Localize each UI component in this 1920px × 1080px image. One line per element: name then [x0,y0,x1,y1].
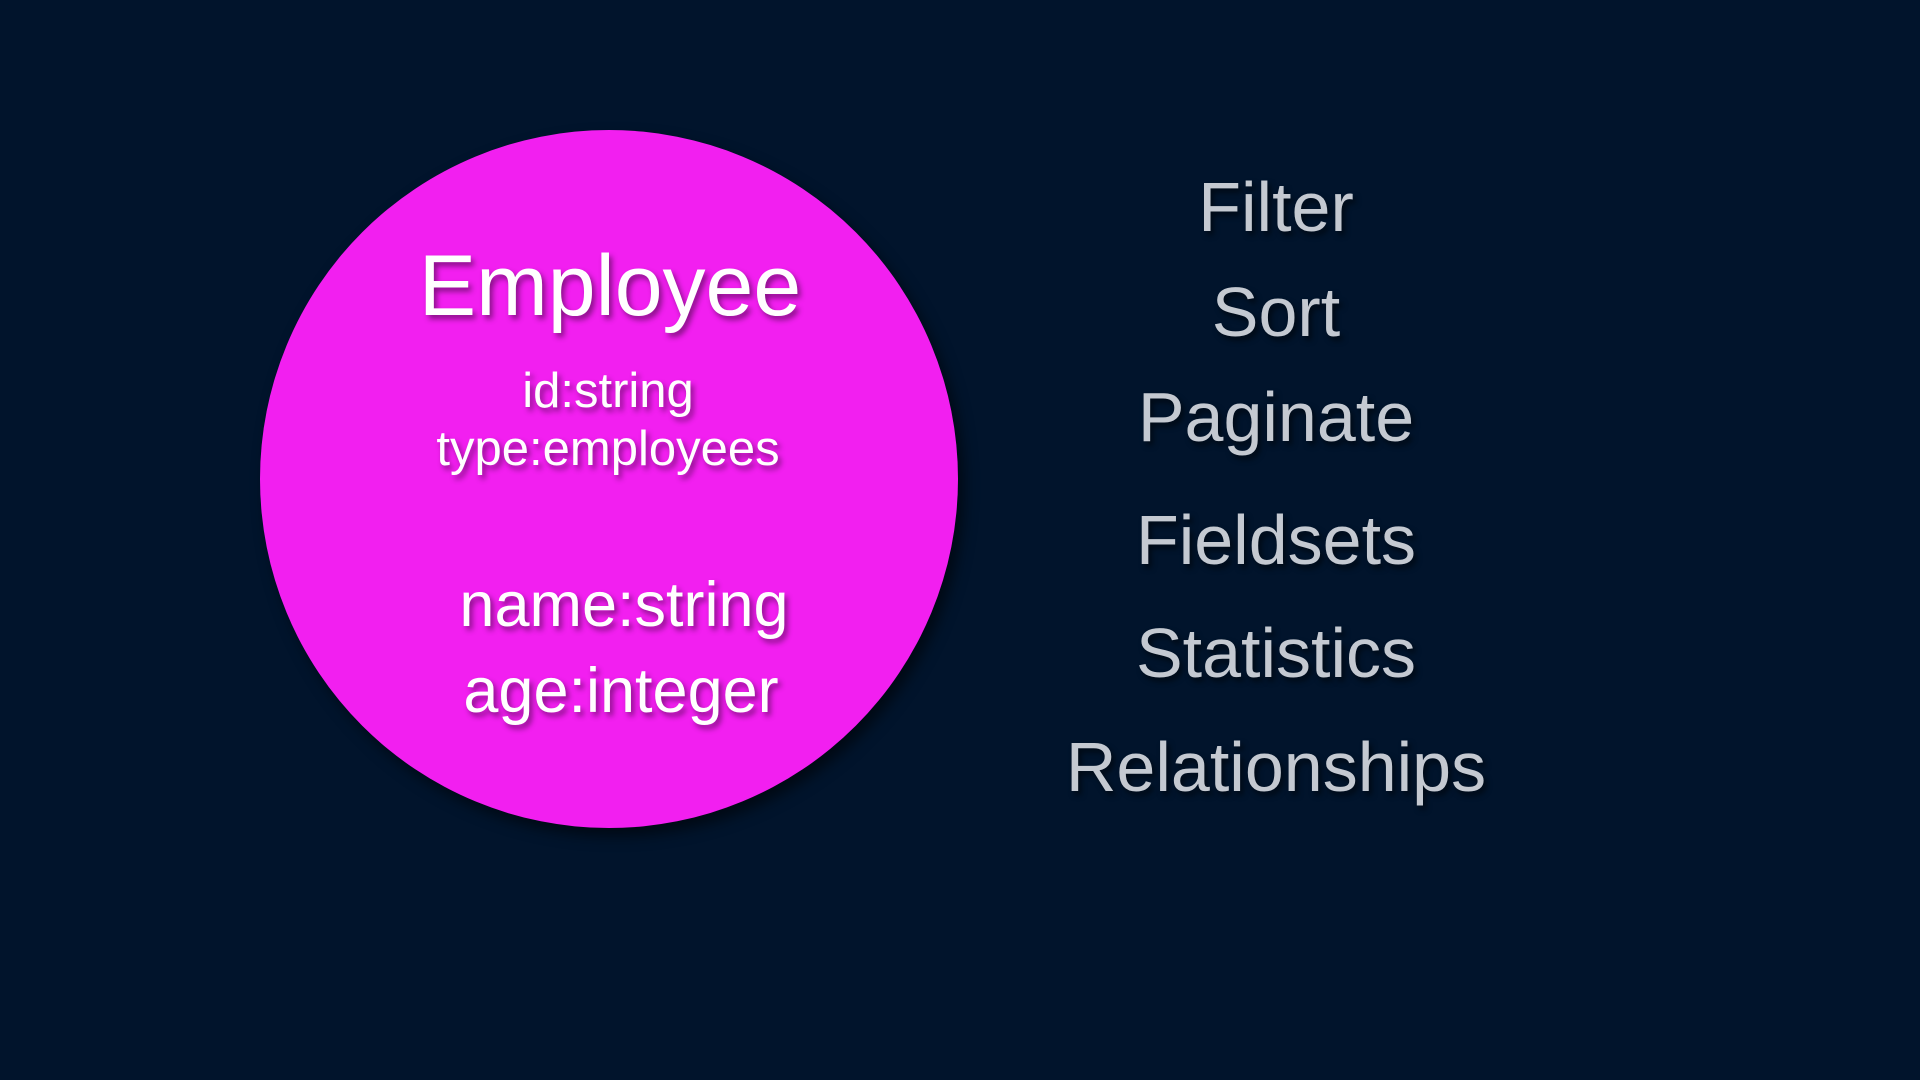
attribute-name-field: name:string [459,570,789,640]
feature-relationships: Relationships [1065,728,1487,806]
resource-type-field: type:employees [436,422,780,476]
resource-id-field: id:string [522,364,694,418]
feature-statistics: Statistics [1135,614,1417,692]
feature-paginate: Paginate [1137,378,1415,456]
feature-fieldsets: Fieldsets [1135,501,1417,579]
feature-sort: Sort [1211,273,1341,351]
resource-title: Employee [418,238,802,334]
employee-resource-circle [260,130,958,828]
feature-filter: Filter [1198,168,1354,246]
attribute-age-field: age:integer [463,656,779,726]
